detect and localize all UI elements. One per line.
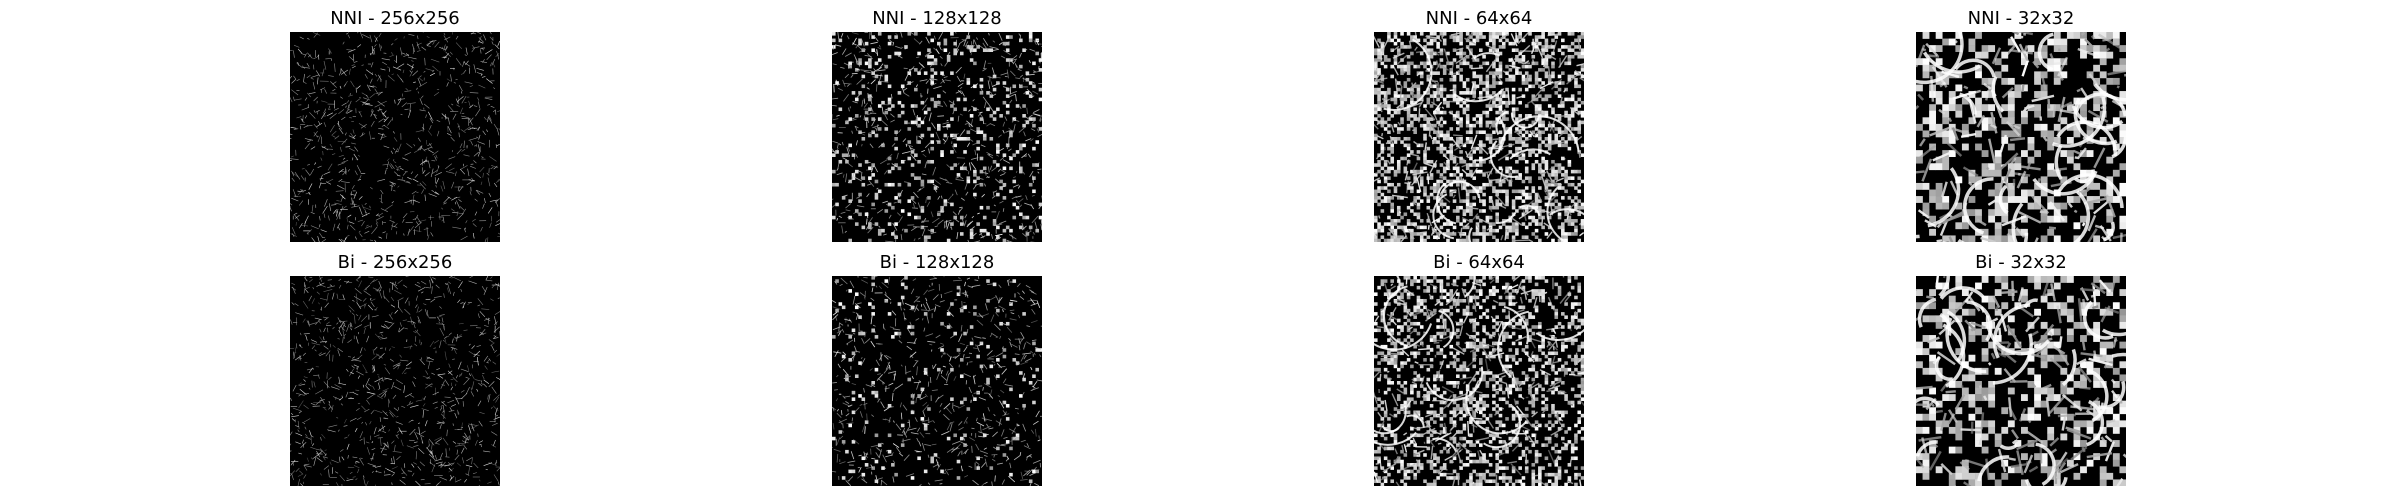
panel-title: NNI - 32x32	[1967, 8, 2075, 29]
panel-title: NNI - 64x64	[1425, 8, 1533, 29]
panel-title: Bi - 32x32	[1975, 252, 2067, 273]
edge-image	[832, 32, 1042, 242]
edge-image	[832, 276, 1042, 486]
edge-image	[1916, 32, 2126, 242]
edge-image	[1374, 32, 1584, 242]
panel-title: NNI - 256x256	[330, 8, 460, 29]
panel-title: NNI - 128x128	[872, 8, 1002, 29]
panel-title: Bi - 64x64	[1433, 252, 1525, 273]
panel-title: Bi - 128x128	[879, 252, 995, 273]
panel-title: Bi - 256x256	[337, 252, 453, 273]
edge-image	[290, 276, 500, 486]
edge-image	[1916, 276, 2126, 486]
edge-image	[1374, 276, 1584, 486]
edge-image	[290, 32, 500, 242]
